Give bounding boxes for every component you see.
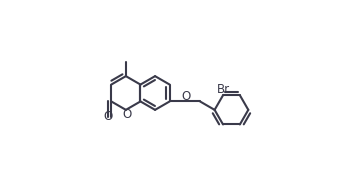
- Text: O: O: [103, 110, 113, 123]
- Text: O: O: [122, 108, 131, 121]
- Text: O: O: [181, 90, 190, 103]
- Text: Br: Br: [217, 83, 229, 96]
